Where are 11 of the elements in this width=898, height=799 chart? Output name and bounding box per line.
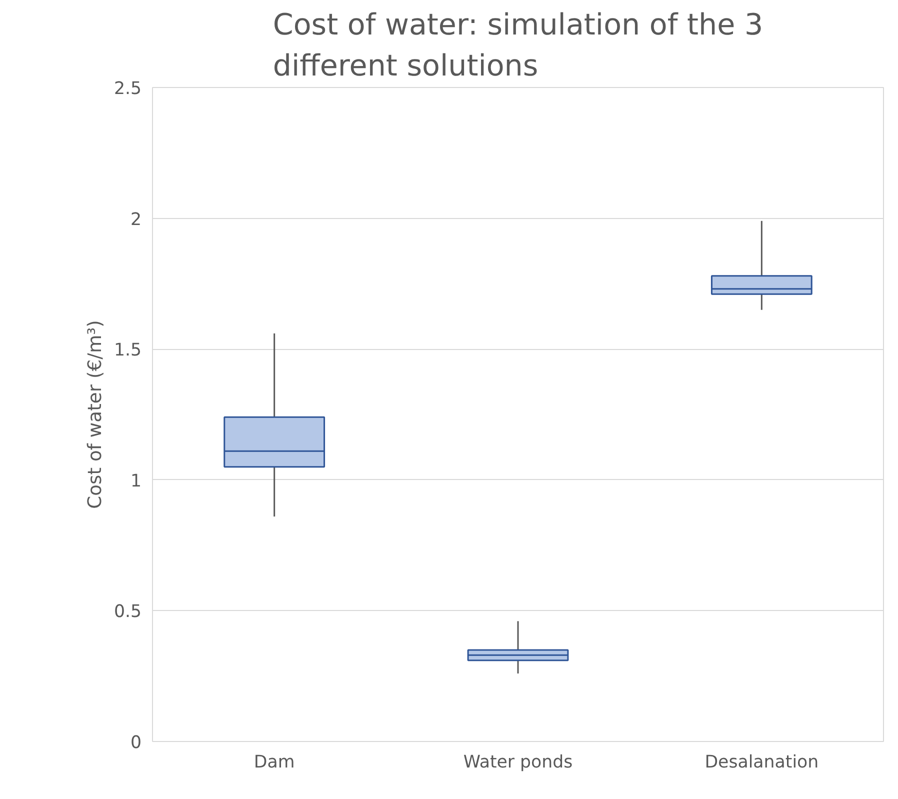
y-tick-label: 0 [130, 733, 142, 753]
x-tick-label: Dam [254, 752, 295, 772]
x-tick-label: Water ponds [463, 752, 573, 772]
x-tick-label: Desalanation [704, 752, 819, 772]
y-tick-label: 1.5 [114, 340, 142, 361]
y-tick-label: 2.5 [114, 79, 142, 99]
y-tick-label: 0.5 [114, 602, 142, 622]
y-tick-label: 2 [130, 210, 142, 230]
chart-title: Cost of water: simulation of the 3 different solutions [272, 8, 764, 82]
y-tick-label: 1 [130, 471, 142, 492]
y-axis-title: Cost of water (€/m³) [84, 320, 106, 509]
